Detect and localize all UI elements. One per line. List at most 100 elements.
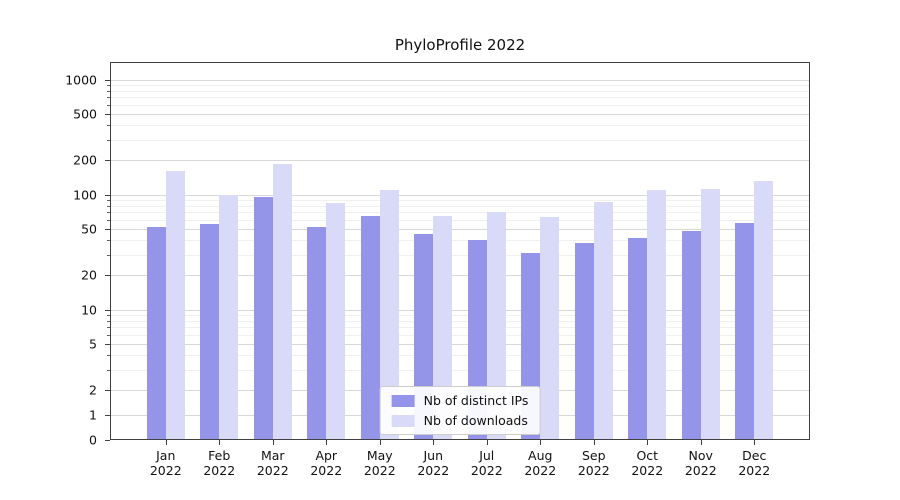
y-tick-mark-50 [105,229,110,231]
gridline-minor-700 [110,97,810,99]
gridline-minor-9 [110,314,810,316]
x-tick-mark-oct-2022 [647,440,649,445]
gridline-minor-40 [110,240,810,242]
x-tick-label-line: Feb [208,448,231,463]
bar-nb-of-downloads-sep-2022 [593,201,613,440]
x-axis: Jan 2022 Feb 2022 Mar 2022 Apr 2022 May 2022 Jun 20… [110,440,810,490]
x-tick-label-line: 2022 [310,463,343,478]
x-tick-mark-aug-2022 [540,440,542,445]
gridline-minor-4 [110,355,810,357]
x-tick-label-line: Sep [581,448,606,463]
chart-title: PhyloProfile 2022 [394,36,526,54]
gridline-minor-8 [110,320,810,322]
legend-label: Nb of distinct IPs [423,393,529,408]
y-tick-mark-1 [105,415,110,416]
x-tick-label-line: 2022 [256,463,289,478]
y-tick-mark-minor-70 [107,212,110,214]
gridline-minor-80 [110,205,810,207]
y-tick-mark-minor-900 [107,84,110,86]
bar-nb-of-downloads-jul-2022 [486,211,506,440]
bar-nb-of-downloads-aug-2022 [540,216,560,440]
x-tick-label-oct-2022: Oct 2022 [631,448,663,478]
bar-nb-of-downloads-feb-2022 [219,194,239,440]
legend: Nb of distinct IPs Nb of downloads [379,386,541,435]
y-tick-mark-200 [105,160,110,161]
gridline-minor-70 [110,212,810,214]
gridline-minor-600 [110,105,810,107]
x-tick-label-mar-2022: Mar 2022 [257,448,289,478]
bar-nb-of-downloads-apr-2022 [326,202,346,440]
legend-swatch-icon [391,414,415,427]
x-tick-label-line: May [366,448,393,463]
x-tick-label-nov-2022: Nov 2022 [685,448,717,478]
bar-nb-of-distinct-ips-jan-2022 [146,227,166,440]
y-tick-mark-10 [105,309,110,311]
x-tick-label-sep-2022: Sep 2022 [578,448,610,478]
x-tick-label-line: 2022 [684,463,717,478]
x-tick-label-apr-2022: Apr 2022 [310,448,342,478]
x-tick-label-line: 2022 [203,463,236,478]
y-tick-mark-5 [105,344,110,346]
gridline-minor-3 [110,369,810,371]
x-tick-label-line: 2022 [524,463,557,478]
x-tick-label-line: Oct [636,448,659,463]
bar-nb-of-distinct-ips-feb-2022 [200,223,220,440]
y-tick-mark-minor-6 [107,335,110,337]
y-tick-mark-2 [105,390,110,391]
y-tick-mark-minor-700 [107,97,110,99]
x-tick-label-line: 2022 [577,463,610,478]
y-axis: 0 1 2 5 10 20 50 100 200 500 1000 [0,62,110,448]
x-tick-label-line: Mar [260,448,285,463]
y-tick-label-5: 5 [89,336,97,352]
y-tick-mark-minor-80 [107,205,110,207]
gridline-100 [110,194,810,196]
y-tick-label-500: 500 [73,106,97,122]
x-tick-label-dec-2022: Dec 2022 [738,448,770,478]
x-tick-label-aug-2022: Aug 2022 [524,448,556,478]
y-tick-mark-minor-8 [107,320,110,322]
bar-nb-of-downloads-may-2022 [379,189,399,440]
bar-nb-of-downloads-mar-2022 [272,163,292,440]
x-tick-mark-may-2022 [379,440,381,445]
gridline-20 [110,275,810,276]
plot-area: Nb of distinct IPs Nb of downloads [110,62,810,440]
legend-swatch-icon [391,394,415,407]
y-tick-mark-1000 [105,79,110,81]
x-tick-label-line: 2022 [363,463,396,478]
bar-nb-of-downloads-jan-2022 [165,171,185,440]
bar-nb-of-distinct-ips-dec-2022 [735,222,755,440]
y-tick-label-20: 20 [81,267,97,283]
y-tick-mark-minor-90 [107,199,110,201]
gridline-50 [110,229,810,231]
x-tick-label-line: Jan [156,448,176,463]
y-tick-label-2: 2 [89,382,97,398]
y-tick-mark-minor-300 [107,139,110,141]
y-tick-mark-minor-400 [107,125,110,127]
y-tick-mark-minor-9 [107,314,110,316]
bar-nb-of-distinct-ips-may-2022 [360,216,380,440]
x-tick-label-jun-2022: Jun 2022 [417,448,449,478]
y-tick-mark-minor-60 [107,220,110,222]
y-tick-label-10: 10 [81,302,97,318]
y-tick-mark-20 [105,275,110,276]
gridline-minor-60 [110,220,810,222]
bar-nb-of-downloads-nov-2022 [700,188,720,440]
y-tick-mark-minor-7 [107,327,110,329]
x-tick-label-line: Jun [423,448,444,463]
bar-nb-of-downloads-dec-2022 [754,181,774,440]
x-tick-label-feb-2022: Feb 2022 [203,448,235,478]
y-tick-label-0: 0 [89,432,97,448]
x-tick-label-line: Aug [528,448,553,463]
x-tick-mark-nov-2022 [700,440,702,445]
x-tick-mark-jul-2022 [486,440,488,445]
x-tick-label-jan-2022: Jan 2022 [150,448,182,478]
y-tick-mark-100 [105,194,110,196]
gridline-500 [110,114,810,116]
x-tick-label-jul-2022: Jul 2022 [471,448,503,478]
x-tick-mark-jun-2022 [433,440,435,445]
gridline-minor-900 [110,84,810,86]
x-tick-label-line: 2022 [738,463,771,478]
x-tick-mark-sep-2022 [593,440,595,445]
x-tick-label-line: 2022 [149,463,182,478]
